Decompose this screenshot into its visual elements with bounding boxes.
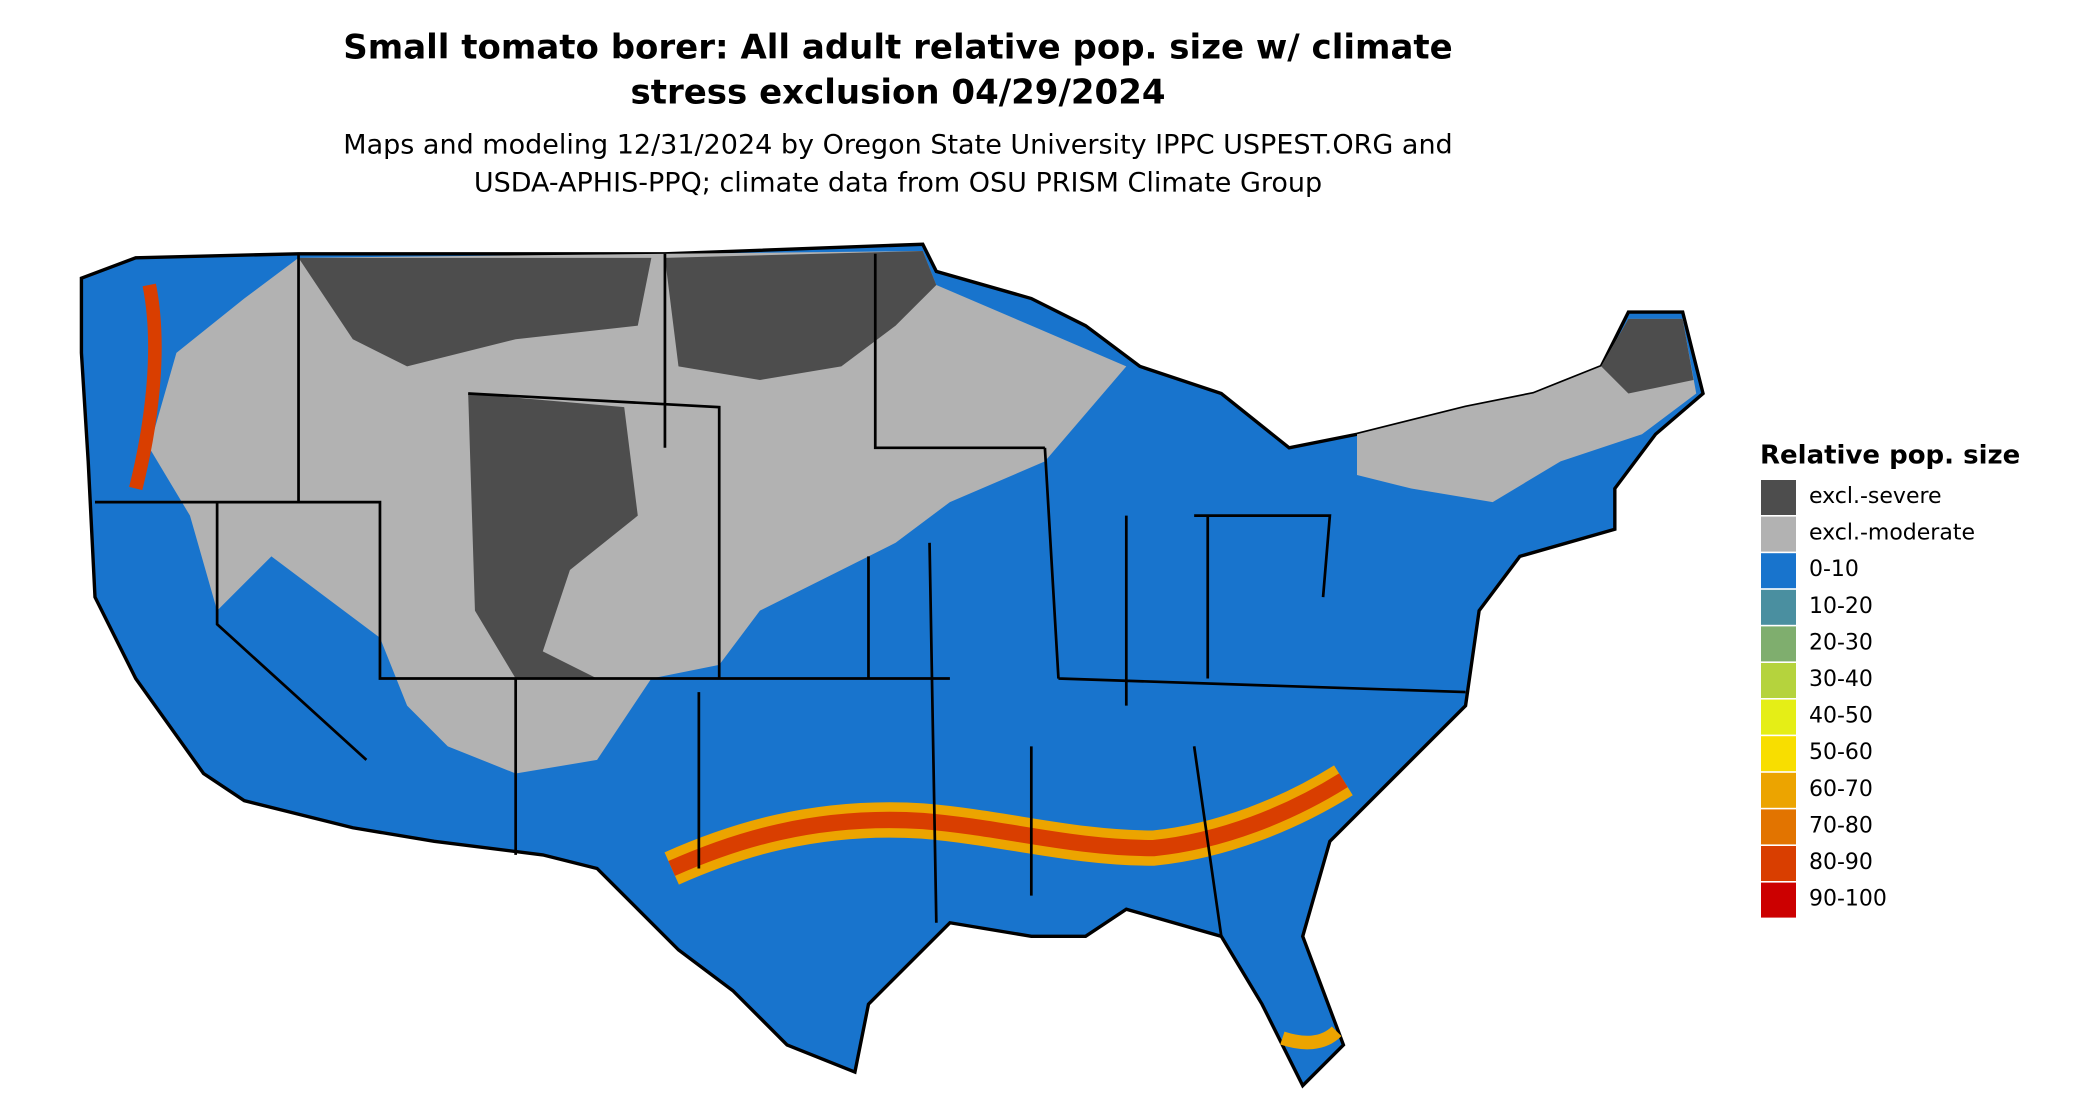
legend-title: Relative pop. size [1760,441,2020,471]
title-line: stress exclusion 04/29/2024 [630,73,1165,113]
legend-swatch [1761,809,1796,845]
legend-label: 60-70 [1809,777,1873,802]
legend-label: excl.-moderate [1809,521,1975,546]
legend-label: 70-80 [1809,813,1873,838]
legend-swatch [1761,480,1796,515]
subtitle-line: Maps and modeling 12/31/2024 by Oregon S… [343,130,1452,161]
legend-swatch [1761,699,1796,735]
legend-label: 40-50 [1809,704,1873,729]
legend-label: 30-40 [1809,667,1873,692]
legend-label: 80-90 [1809,850,1873,875]
legend-label: 10-20 [1809,594,1873,619]
legend-swatch [1761,772,1796,808]
legend-swatch [1761,736,1796,772]
hot-band [668,773,1348,876]
hot-band [1280,1026,1342,1050]
legend-swatch [1761,516,1796,552]
excl-severe-zone [664,251,937,380]
legend-swatch [1761,553,1796,589]
legend-swatch [1761,663,1796,698]
legend-swatch [1761,882,1796,918]
excl-moderate-zone [149,251,1127,774]
excl-severe-zone [298,257,652,367]
legend-label: 50-60 [1809,740,1873,765]
legend-label: 90-100 [1809,887,1887,912]
legend-label: 0-10 [1809,557,1859,582]
us-map [79,242,1705,1089]
subtitle-line: USDA-APHIS-PPQ; climate data from OSU PR… [474,168,1322,199]
legend-swatch [1761,589,1796,625]
excl-severe-zone [1601,318,1694,394]
state-borders [94,253,1466,937]
legend-swatch [1761,626,1796,662]
excl-severe-zone [468,393,638,679]
legend-label: excl.-severe [1809,484,1942,509]
title-line: Small tomato borer: All adult relative p… [343,28,1452,68]
hot-band [129,283,162,491]
legend-label: 20-30 [1809,630,1873,655]
legend-swatch [1761,846,1796,881]
